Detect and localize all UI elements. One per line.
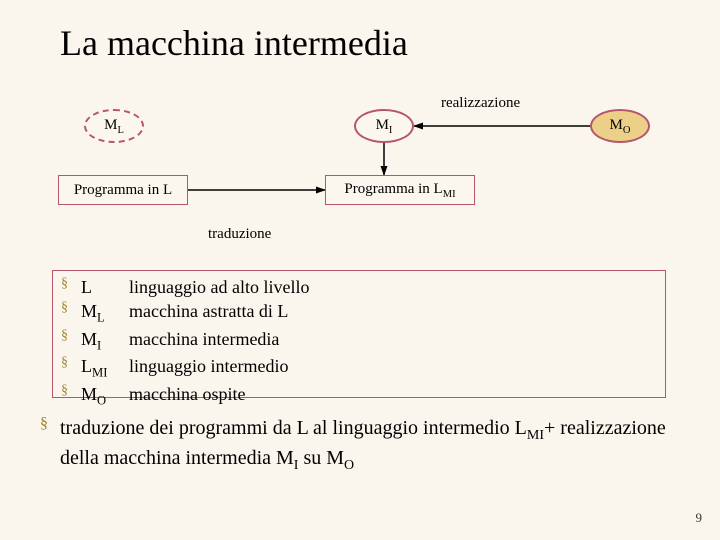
legend-item-3: §LMIlinguaggio intermedio — [61, 354, 657, 382]
legend-symbol: ML — [81, 299, 129, 327]
bullet-icon: § — [61, 382, 81, 401]
summary-text: traduzione dei programmi da L al linguag… — [60, 415, 690, 475]
legend-item-0: §Llinguaggio ad alto livello — [61, 275, 657, 299]
bullet-icon: § — [61, 275, 81, 294]
legend-desc: macchina intermedia — [129, 327, 279, 351]
slide-number: 9 — [696, 510, 703, 526]
legend-item-4: §MOmacchina ospite — [61, 382, 657, 410]
node-programma-lmi: Programma in LMI — [325, 175, 475, 205]
bullet-icon: § — [61, 327, 81, 346]
slide-root: La macchina intermedia ML MI MO Programm… — [0, 0, 720, 540]
legend-symbol: LMI — [81, 354, 129, 382]
bullet-icon: § — [61, 354, 81, 373]
legend-desc: macchina astratta di L — [129, 299, 288, 323]
legend-item-1: §MLmacchina astratta di L — [61, 299, 657, 327]
bullet-icon: § — [40, 415, 60, 433]
legend-item-2: §MImacchina intermedia — [61, 327, 657, 355]
node-programma-l: Programma in L — [58, 175, 188, 205]
slide-title: La macchina intermedia — [60, 22, 408, 64]
legend-desc: linguaggio intermedio — [129, 354, 288, 378]
legend-box: §Llinguaggio ad alto livello§MLmacchina … — [52, 270, 666, 398]
legend-desc: linguaggio ad alto livello — [129, 275, 309, 299]
node-mo: MO — [590, 109, 650, 143]
legend-symbol: MI — [81, 327, 129, 355]
legend-symbol: MO — [81, 382, 129, 410]
node-ml: ML — [84, 109, 144, 143]
label-realizzazione: realizzazione — [441, 95, 520, 112]
node-mi: MI — [354, 109, 414, 143]
legend-desc: macchina ospite — [129, 382, 245, 406]
legend-symbol: L — [81, 275, 129, 299]
summary-paragraph: § traduzione dei programmi da L al lingu… — [40, 415, 690, 475]
label-traduzione: traduzione — [208, 226, 271, 243]
bullet-icon: § — [61, 299, 81, 318]
